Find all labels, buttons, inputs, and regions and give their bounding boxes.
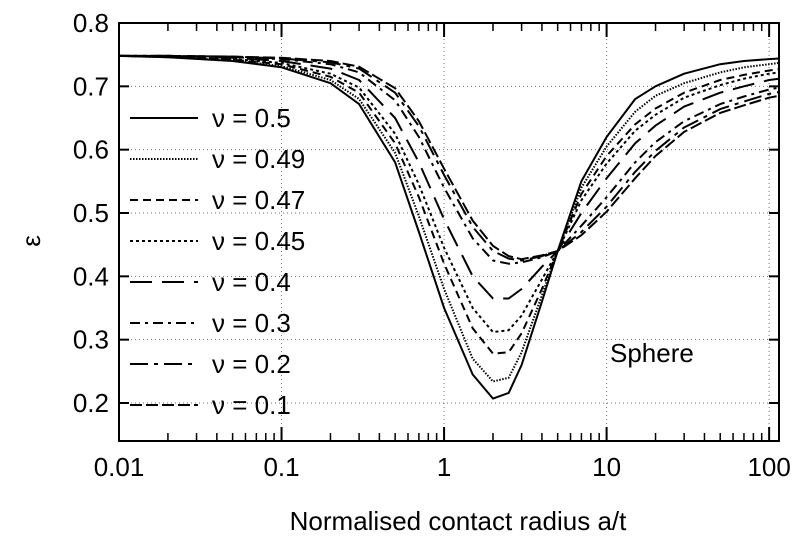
y-tick-label: 0.8 <box>73 8 109 38</box>
series-line-1 <box>118 54 780 383</box>
sphere-annotation: Sphere <box>610 338 694 368</box>
legend-label-0: ν = 0.5 <box>212 103 291 133</box>
legend: ν = 0.5 ν = 0.49 ν = 0.47 ν = 0.45 ν = 0.4 ν … <box>130 103 305 420</box>
series-lines <box>118 54 780 400</box>
x-tick-label: 1 <box>437 452 451 482</box>
y-axis-title: ε <box>16 235 46 247</box>
legend-label-2: ν = 0.47 <box>212 185 305 215</box>
plot-frame <box>118 22 780 442</box>
y-tick-label: 0.5 <box>73 198 109 228</box>
legend-label-7: ν = 0.1 <box>212 390 291 420</box>
y-tick-label: 0.3 <box>73 325 109 355</box>
legend-label-3: ν = 0.45 <box>212 226 305 256</box>
series-line-5 <box>119 54 780 265</box>
x-tick-label: 100 <box>747 452 790 482</box>
y-tick-label: 0.2 <box>73 388 109 418</box>
x-tick-label: 0.1 <box>263 452 299 482</box>
y-tick-label: 0.6 <box>73 135 109 165</box>
legend-label-1: ν = 0.49 <box>212 144 305 174</box>
axes: 0.2 0.3 0.4 0.5 0.6 0.7 0.8 0.01 0.1 1 10 100 <box>73 8 791 482</box>
series-line-4 <box>119 54 780 300</box>
legend-label-6: ν = 0.2 <box>212 349 291 379</box>
legend-label-4: ν = 0.4 <box>212 267 291 297</box>
x-tick-label: 0.01 <box>94 452 145 482</box>
series-line-0 <box>118 54 780 400</box>
x-axis-title: Normalised contact radius a/t <box>290 506 627 536</box>
series-line-2 <box>118 54 780 355</box>
y-tick-label: 0.7 <box>73 71 109 101</box>
series-line-3 <box>118 54 780 334</box>
x-tick-label: 10 <box>592 452 621 482</box>
series-line-7 <box>119 54 780 261</box>
legend-label-5: ν = 0.3 <box>212 308 291 338</box>
series-line-6 <box>119 54 780 262</box>
y-tick-label: 0.4 <box>73 261 109 291</box>
